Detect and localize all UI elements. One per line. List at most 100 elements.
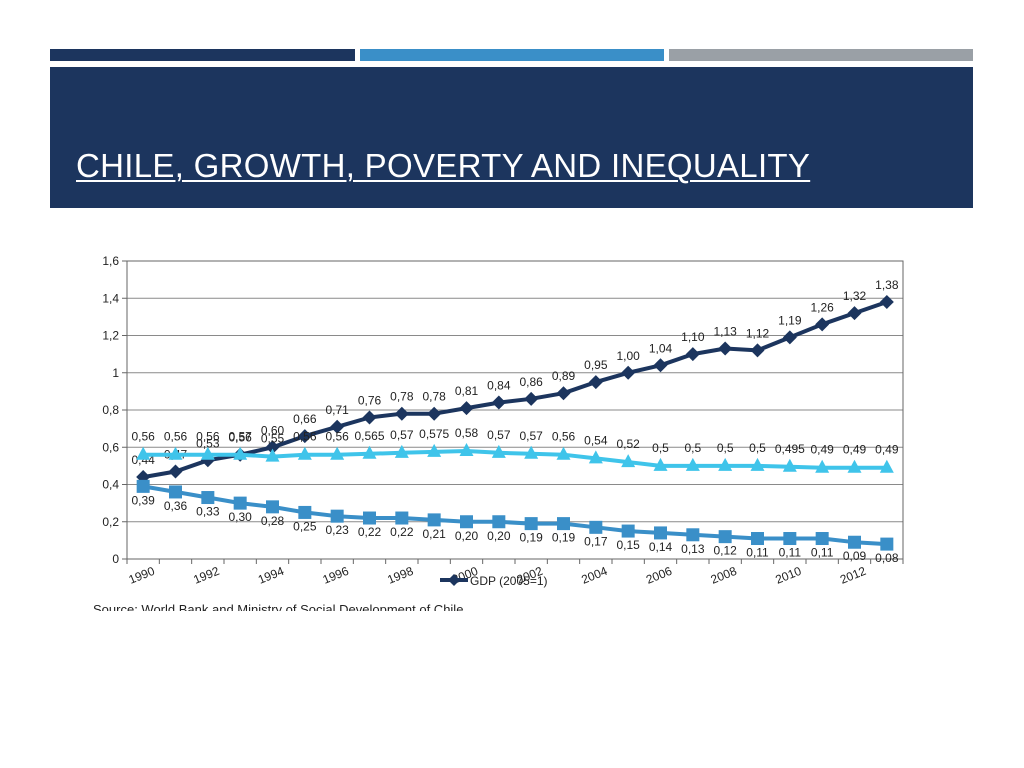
data-point-triangle xyxy=(685,457,700,471)
data-point-diamond xyxy=(297,429,312,444)
data-label: 0,25 xyxy=(293,519,317,533)
data-point-diamond xyxy=(394,406,409,421)
data-point-square xyxy=(201,491,215,505)
data-point-square xyxy=(460,515,473,529)
data-point-square xyxy=(557,517,570,531)
data-point-triangle xyxy=(427,443,442,457)
data-point-triangle xyxy=(750,457,765,471)
data-point-triangle xyxy=(330,446,345,460)
x-tick-label: 2010 xyxy=(773,564,803,587)
data-label: 0,55 xyxy=(261,432,285,446)
accent-bar-grey xyxy=(669,49,973,61)
data-point-square xyxy=(589,520,603,534)
x-tick-label: 1990 xyxy=(127,564,157,587)
data-label: 0,56 xyxy=(196,430,220,444)
data-point-triangle xyxy=(265,448,280,462)
data-label: 0,56 xyxy=(228,431,252,445)
data-label: 0,23 xyxy=(325,523,349,537)
x-tick-label: 1998 xyxy=(385,564,415,587)
data-point-square xyxy=(136,479,150,493)
data-label: 0,57 xyxy=(519,429,543,443)
y-tick-label: 0 xyxy=(112,552,119,566)
data-point-triangle xyxy=(847,459,862,473)
data-point-diamond xyxy=(362,410,377,425)
data-label: 0,36 xyxy=(164,499,188,513)
data-point-square xyxy=(427,513,441,527)
data-point-square xyxy=(686,528,700,542)
x-tick-label: 1994 xyxy=(256,564,286,587)
data-point-triangle xyxy=(782,458,797,472)
data-point-diamond xyxy=(653,358,668,373)
data-label: 0,17 xyxy=(584,534,608,548)
data-point-square xyxy=(524,517,538,531)
data-point-triangle xyxy=(718,457,733,471)
data-label: 0,71 xyxy=(325,403,349,417)
data-point-diamond xyxy=(168,464,183,479)
data-label: 0,11 xyxy=(779,546,802,560)
legend-label: GDP (2005=1) xyxy=(470,574,548,588)
data-point-triangle xyxy=(297,446,312,460)
data-label: 0,33 xyxy=(196,505,220,519)
y-tick-label: 0,2 xyxy=(102,515,119,529)
data-label: 0,19 xyxy=(552,531,576,545)
y-tick-label: 1,4 xyxy=(102,291,119,305)
data-label: 1,19 xyxy=(778,313,802,327)
data-label: 0,13 xyxy=(681,542,705,556)
data-label: 0,495 xyxy=(775,442,805,456)
data-label: 0,81 xyxy=(455,384,479,398)
title-banner: CHILE, GROWTH, POVERTY AND INEQUALITY xyxy=(50,67,973,208)
data-label: 1,04 xyxy=(649,341,673,355)
data-point-triangle xyxy=(524,445,539,459)
data-label: 0,78 xyxy=(422,390,446,404)
data-label: 1,12 xyxy=(746,326,770,340)
data-label: 0,22 xyxy=(358,525,382,539)
data-point-diamond xyxy=(524,391,539,406)
data-point-triangle xyxy=(362,445,377,459)
data-label: 0,565 xyxy=(354,429,384,443)
x-tick-label: 2008 xyxy=(709,564,739,587)
data-point-diamond xyxy=(491,395,506,410)
data-label: 1,10 xyxy=(681,330,705,344)
data-label: 1,26 xyxy=(810,300,834,314)
y-tick-label: 0,4 xyxy=(102,478,119,492)
data-point-square xyxy=(880,537,894,551)
data-point-triangle xyxy=(653,457,668,471)
data-point-square xyxy=(330,509,344,523)
data-point-square xyxy=(783,532,797,546)
data-point-diamond xyxy=(879,294,894,309)
y-tick-label: 1,2 xyxy=(102,329,119,343)
data-label: 0,5 xyxy=(652,441,669,455)
data-point-diamond xyxy=(815,317,830,332)
data-point-diamond xyxy=(782,330,797,345)
data-label: 0,5 xyxy=(749,441,766,455)
data-label: 0,86 xyxy=(519,375,543,389)
data-point-triangle xyxy=(233,446,248,460)
data-label: 0,57 xyxy=(228,430,252,444)
data-point-triangle xyxy=(621,454,636,468)
data-point-diamond xyxy=(718,341,733,356)
y-tick-label: 0,8 xyxy=(102,403,119,417)
data-point-diamond xyxy=(621,365,636,380)
data-point-square xyxy=(492,515,506,529)
data-label: 0,49 xyxy=(875,443,899,457)
data-point-square xyxy=(169,485,182,499)
slide-title: CHILE, GROWTH, POVERTY AND INEQUALITY xyxy=(76,147,811,184)
data-label: 0,30 xyxy=(228,510,252,524)
data-label: 0,57 xyxy=(390,428,414,442)
data-label: 0,56 xyxy=(325,430,349,444)
data-label: 0,49 xyxy=(810,443,834,457)
data-label: 0,57 xyxy=(487,428,511,442)
y-tick-label: 1 xyxy=(112,366,119,380)
data-point-square xyxy=(815,532,829,546)
source-note: Source: World Bank and Ministry of Socia… xyxy=(93,602,464,611)
data-point-square xyxy=(298,505,312,519)
data-label: 0,21 xyxy=(422,527,446,541)
data-label: 0,52 xyxy=(616,437,640,451)
x-tick-label: 2006 xyxy=(644,564,674,587)
data-label: 0,56 xyxy=(164,430,188,444)
data-label: 0,5 xyxy=(684,441,701,455)
data-label: 0,11 xyxy=(811,546,834,560)
data-point-triangle xyxy=(556,446,571,460)
data-point-diamond xyxy=(330,419,345,434)
